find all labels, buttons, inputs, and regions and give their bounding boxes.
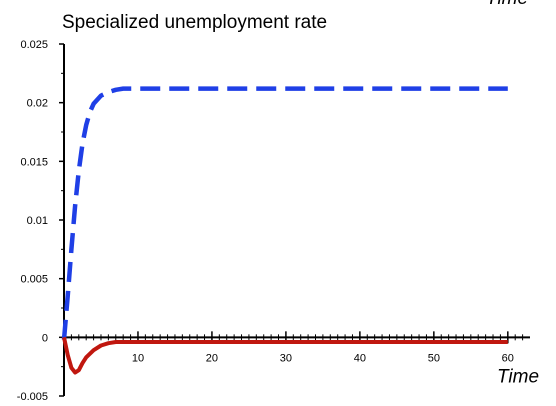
y-tick-label: 0.015 <box>20 156 48 168</box>
chart-title: Specialized unemployment rate <box>62 12 328 33</box>
y-tick-label: 0.005 <box>20 274 48 286</box>
x-tick-label: 40 <box>354 352 366 364</box>
y-tick-label: -0.005 <box>17 391 48 403</box>
y-tick-label: 0.025 <box>20 39 48 51</box>
corner-time-label: Time <box>486 0 528 10</box>
x-tick-label: 10 <box>132 352 144 364</box>
x-axis-label: Time <box>497 366 539 387</box>
series-line-1 <box>61 86 508 340</box>
y-tick-label: 0.01 <box>27 215 48 227</box>
x-tick-label: 30 <box>280 352 292 364</box>
y-tick-label: 0 <box>42 332 48 344</box>
x-tick-label: 20 <box>206 352 218 364</box>
y-tick-label: 0.02 <box>27 98 48 110</box>
x-tick-label: 60 <box>502 352 514 364</box>
x-tick-label: 50 <box>428 352 440 364</box>
series-line-2 <box>62 336 508 375</box>
